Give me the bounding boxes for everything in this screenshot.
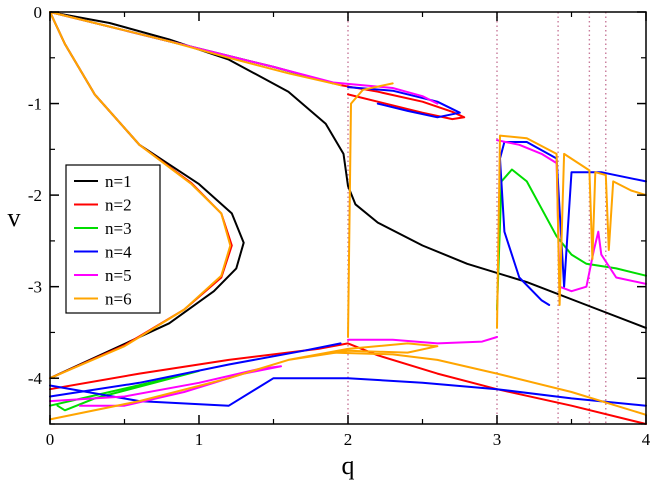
series-line-6 — [49, 342, 439, 421]
legend-label: n=5 — [105, 266, 132, 285]
series-line-6 — [49, 11, 342, 87]
series-line-5 — [347, 336, 498, 345]
series-line-4 — [499, 141, 647, 306]
series-line-5 — [496, 139, 647, 293]
y-tick-label: 0 — [34, 3, 43, 22]
series-layer — [49, 11, 647, 425]
y-axis-ticks: 0 -1 -2 -3 -4 — [28, 3, 646, 425]
vertical-reference-lines — [347, 12, 607, 424]
x-axis-ticks: 0 1 2 3 4 — [46, 12, 651, 449]
legend: n=1 n=2 n=3 n=4 n=5 n=6 — [65, 164, 161, 314]
x-tick-label: 1 — [195, 430, 204, 449]
series-line-6 — [49, 11, 232, 380]
legend-label: n=6 — [105, 290, 132, 309]
y-tick-label: -2 — [28, 186, 42, 205]
y-tick-label: -4 — [28, 369, 43, 388]
x-tick-label: 0 — [46, 430, 55, 449]
series-line-3 — [496, 168, 647, 311]
legend-box — [65, 164, 161, 314]
series-line-4 — [49, 342, 342, 398]
y-tick-label: -3 — [28, 278, 42, 297]
series-line-2 — [49, 342, 647, 425]
legend-label: n=2 — [105, 196, 132, 215]
x-tick-label: 4 — [642, 430, 651, 449]
series-line-6 — [332, 351, 647, 416]
series-line-5 — [49, 365, 282, 407]
legend-label: n=4 — [105, 243, 132, 262]
series-line-3 — [49, 369, 200, 412]
legend-label: n=3 — [105, 219, 132, 238]
series-line-6 — [347, 82, 394, 338]
series-line-6 — [496, 134, 647, 329]
x-tick-label: 3 — [493, 430, 502, 449]
legend-label: n=1 — [105, 172, 132, 191]
series-line-4 — [49, 377, 647, 407]
y-tick-label: -1 — [28, 95, 42, 114]
x-axis-title: q — [342, 451, 355, 480]
series-line-4 — [347, 86, 461, 119]
x-tick-label: 2 — [344, 430, 353, 449]
y-axis-title: v — [8, 203, 21, 232]
